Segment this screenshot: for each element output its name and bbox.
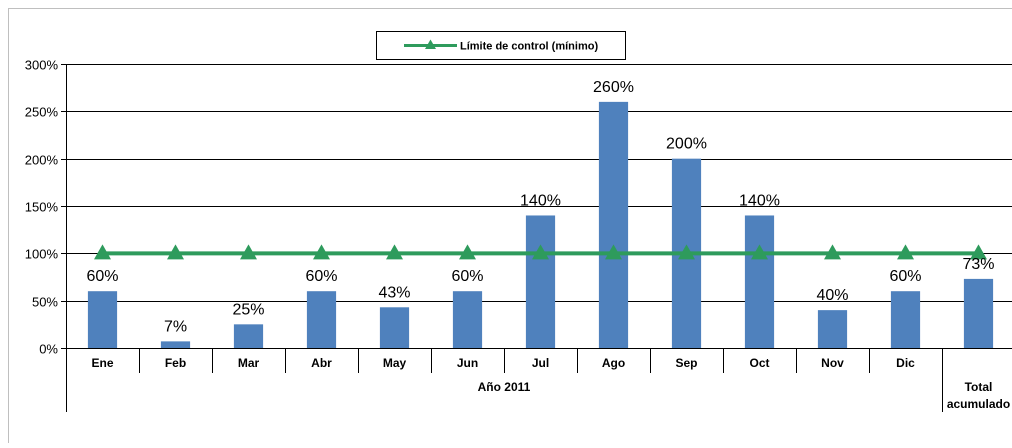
bar xyxy=(526,215,555,348)
x-group-label: Año 2011 xyxy=(478,380,531,394)
x-category-label: Ene xyxy=(91,356,113,370)
x-category-label: Dic xyxy=(896,356,915,370)
bar xyxy=(891,291,920,348)
data-label: 43% xyxy=(378,284,410,301)
data-label: 60% xyxy=(451,268,483,285)
y-tick-label: 300% xyxy=(25,58,59,73)
data-label: 60% xyxy=(889,268,921,285)
bar xyxy=(234,324,263,348)
data-label: 140% xyxy=(520,192,561,209)
legend: Límite de control (mínimo) xyxy=(377,32,626,60)
x-category-label: Total xyxy=(965,380,993,394)
bar xyxy=(818,310,847,348)
data-label: 200% xyxy=(666,136,707,153)
bar xyxy=(161,341,190,348)
bar xyxy=(745,215,774,348)
x-category-label: Feb xyxy=(165,356,186,370)
x-category-label: Jun xyxy=(457,356,478,370)
data-label: 25% xyxy=(232,301,264,318)
y-tick-label: 250% xyxy=(25,105,59,120)
bar xyxy=(380,307,409,348)
data-label: 73% xyxy=(962,256,994,273)
y-tick-label: 150% xyxy=(25,200,59,215)
x-category-label: Abr xyxy=(311,356,332,370)
bar xyxy=(307,291,336,348)
data-label: 60% xyxy=(86,268,118,285)
y-tick-label: 100% xyxy=(25,247,59,262)
bar xyxy=(964,279,993,348)
y-tick-label: 200% xyxy=(25,153,59,168)
chart-border xyxy=(9,9,1012,444)
x-category-label: Sep xyxy=(675,356,697,370)
bar xyxy=(453,291,482,348)
data-label: 7% xyxy=(164,318,187,335)
x-category-label: Ago xyxy=(602,356,625,370)
y-tick-label: 0% xyxy=(39,342,58,357)
x-category-label: Mar xyxy=(238,356,260,370)
y-tick-label: 50% xyxy=(32,295,58,310)
x-category-label: Oct xyxy=(749,356,769,370)
x-category-label: May xyxy=(383,356,407,370)
x-category-label: acumulado xyxy=(947,397,1010,411)
bar xyxy=(599,102,628,348)
data-label: 140% xyxy=(739,192,780,209)
data-label: 40% xyxy=(816,287,848,304)
bar xyxy=(88,291,117,348)
x-category-label: Nov xyxy=(821,356,844,370)
data-label: 60% xyxy=(305,268,337,285)
legend-label: Límite de control (mínimo) xyxy=(460,41,598,53)
x-category-label: Jul xyxy=(532,356,549,370)
data-label: 260% xyxy=(593,79,634,96)
